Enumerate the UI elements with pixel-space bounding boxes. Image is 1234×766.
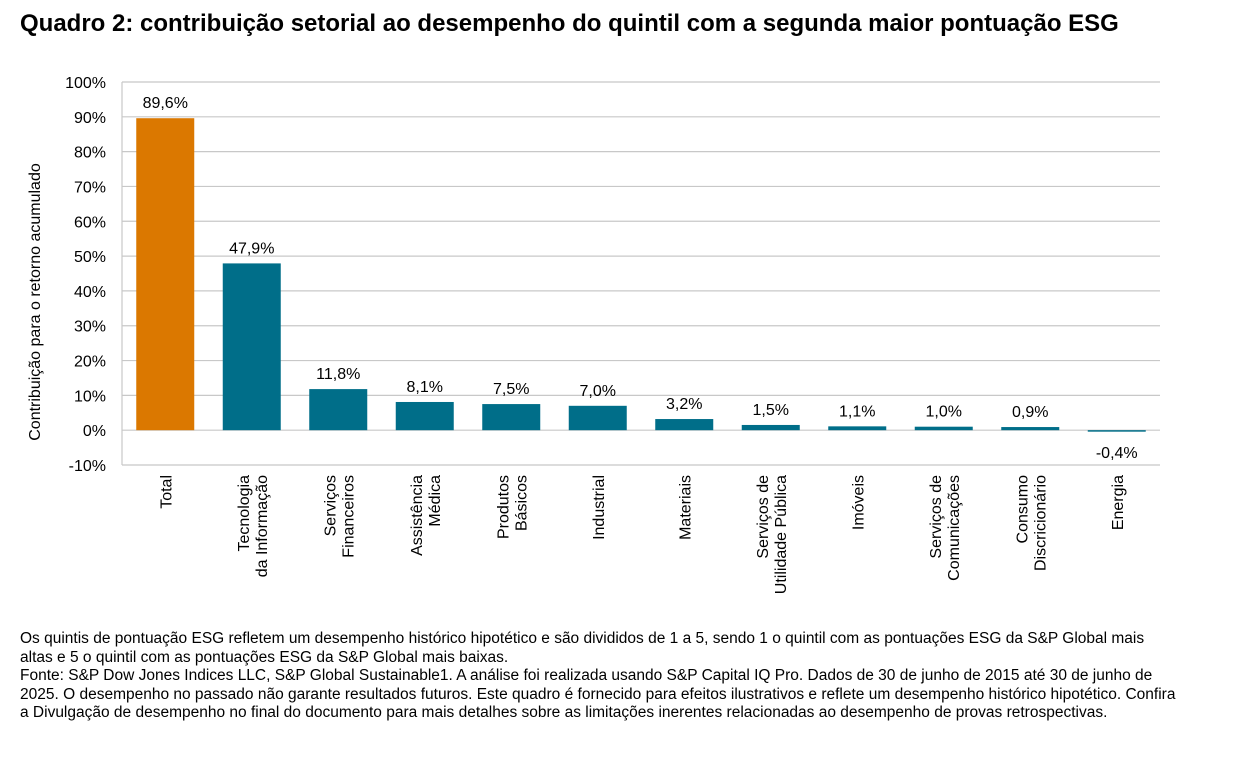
y-tick-label: 60% (74, 214, 106, 231)
y-tick-label: 100% (65, 75, 106, 92)
x-tick-label: Serviços deUtilidade Pública (755, 475, 790, 594)
x-tick-label-line: Discricionário (1032, 475, 1049, 571)
x-tick-label-line: Produtos (495, 475, 512, 539)
bar-9 (914, 426, 973, 431)
data-label: 7,0% (580, 383, 616, 400)
footnote-quintiles: Os quintis de pontuação ESG refletem um … (20, 630, 1145, 666)
x-tick-label-line: Serviços de (755, 475, 772, 559)
footnote-source: Fonte: S&P Dow Jones Indices LLC, S&P Gl… (20, 667, 1176, 721)
data-label: 47,9% (229, 240, 274, 257)
footnotes: Os quintis de pontuação ESG refletem um … (20, 630, 1180, 723)
y-tick-label: 40% (74, 284, 106, 301)
y-tick-label: 0% (83, 423, 106, 440)
x-tick-label: Materiais (677, 475, 694, 540)
data-label: 1,1% (839, 403, 875, 420)
x-tick-label: Tecnologiada Informação (236, 475, 271, 577)
y-axis-label: Contribuição para o retorno acumulado (27, 163, 44, 441)
x-tick-label: Serviços deComunicações (928, 475, 963, 581)
x-tick-label-line: Utilidade Pública (773, 475, 790, 594)
x-tick-label: Imóveis (850, 475, 867, 530)
y-tick-label: -10% (69, 458, 106, 475)
bar-4 (482, 404, 541, 431)
x-tick-label-line: Materiais (677, 475, 694, 540)
bar-3 (395, 401, 454, 431)
x-tick-label-line: Serviços (322, 475, 339, 536)
y-tick-label: 20% (74, 354, 106, 371)
bar-chart: -10% 0% 10% 20% 30% 40% 50% 60% 70% 80% 90% 100% Co… (27, 75, 1160, 594)
x-tick-label: ConsumoDiscricionário (1014, 475, 1049, 571)
bar-8 (828, 426, 887, 431)
x-tick-label: Total (158, 475, 175, 509)
x-tick-label-line: Consumo (1014, 475, 1031, 544)
bar-5 (568, 405, 627, 431)
x-tick-label: AssistênciaMédica (409, 475, 444, 556)
y-tick-label: 50% (74, 249, 106, 266)
data-label: 3,2% (666, 396, 702, 413)
bar-0 (136, 118, 195, 431)
y-tick-label: 90% (74, 110, 106, 127)
bar-7 (741, 424, 800, 431)
x-tick-label-line: Financeiros (340, 475, 357, 558)
bar-10 (1001, 427, 1060, 431)
x-tick-label: Energia (1110, 475, 1127, 530)
y-tick-label: 80% (74, 145, 106, 162)
x-tick-label-line: Básicos (513, 475, 530, 531)
x-tick-label-line: Assistência (409, 475, 426, 556)
data-labels: 89,6% 47,9% 11,8% 8,1% 7,5% 7,0% 3,2% 1,5% 1,1% 1… (143, 95, 1138, 462)
x-tick-label: ServiçosFinanceiros (322, 475, 357, 558)
bar-6 (655, 419, 714, 431)
y-tick-label: 10% (74, 388, 106, 405)
x-tick-label-line: Serviços de (928, 475, 945, 559)
x-tick-label: ProdutosBásicos (495, 475, 530, 539)
y-tick-label: 30% (74, 319, 106, 336)
x-tick-label-line: Imóveis (850, 475, 867, 530)
data-label: 89,6% (143, 95, 188, 112)
x-tick-label-line: Tecnologia (236, 475, 253, 552)
x-tick-label-line: da Informação (254, 475, 271, 577)
x-tick-label-line: Energia (1110, 475, 1127, 530)
x-axis-labels: Total Tecnologiada Informação ServiçosFina… (158, 475, 1127, 594)
data-label: 11,8% (316, 366, 360, 383)
bar-1 (222, 263, 281, 431)
data-label: 1,0% (926, 404, 962, 421)
x-tick-label-line: Total (158, 475, 175, 509)
y-axis-ticks: -10% 0% 10% 20% 30% 40% 50% 60% 70% 80% 90% 100% (65, 75, 106, 475)
chart-title: Quadro 2: contribuição setorial ao desem… (20, 10, 1119, 37)
data-label: -0,4% (1096, 445, 1138, 462)
data-label: 7,5% (493, 381, 529, 398)
x-tick-label: Industrial (591, 475, 608, 540)
bar-2 (309, 389, 368, 431)
gridlines (121, 81, 1160, 466)
data-label: 1,5% (753, 402, 789, 419)
x-tick-label-line: Médica (427, 475, 444, 527)
bars (136, 118, 1146, 432)
y-tick-label: 70% (74, 179, 106, 196)
bar-11 (1087, 430, 1146, 432)
x-tick-label-line: Comunicações (946, 475, 963, 581)
x-tick-label-line: Industrial (591, 475, 608, 540)
data-label: 0,9% (1012, 404, 1048, 421)
data-label: 8,1% (407, 379, 443, 396)
